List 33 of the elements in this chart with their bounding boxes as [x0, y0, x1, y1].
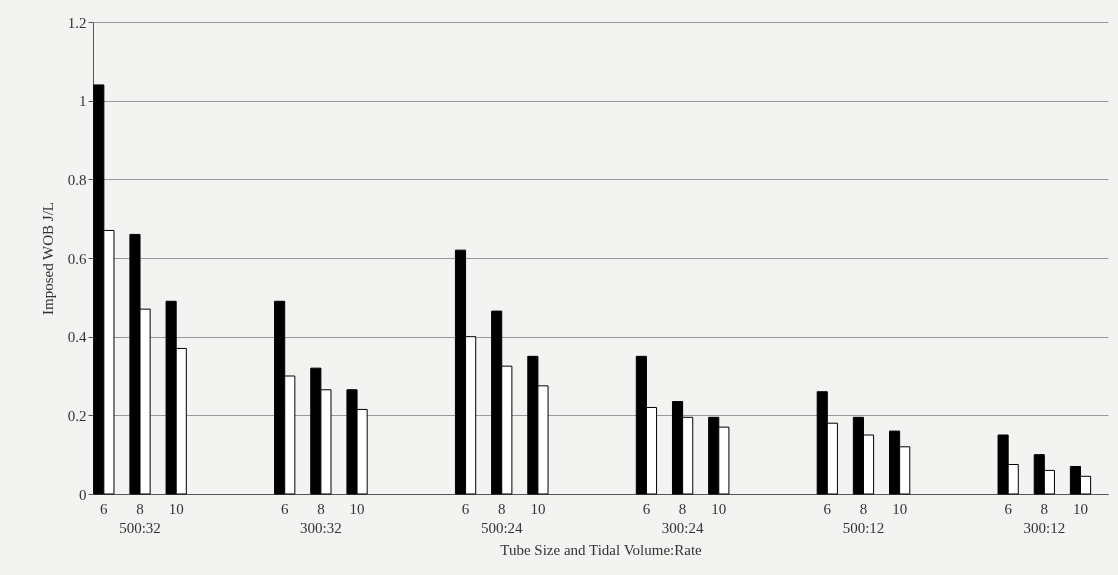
- x-tick-label: 8: [136, 501, 144, 517]
- x-tick-label: 8: [678, 501, 687, 517]
- text: 300:24: [661, 520, 704, 536]
- x-tick-label: 6: [1004, 501, 1013, 517]
- x-tick-label: 10: [530, 501, 546, 517]
- y-tick-label: 0.2: [67, 407, 87, 424]
- text: 300:32: [300, 520, 342, 536]
- y-tick-label: 0.8: [67, 171, 87, 188]
- x-tick-label: 6: [642, 501, 651, 517]
- x-axis-title: Tube Size and Tidal Volume:Rate: [500, 541, 703, 558]
- x-tick-label: 10: [711, 501, 727, 517]
- y-tick-label: 0.6: [67, 250, 87, 267]
- x-tick-label: 10: [349, 501, 365, 517]
- x-tick-label: 8: [859, 501, 868, 517]
- text: 500:24: [480, 520, 524, 536]
- x-tick-label: 10: [1073, 501, 1089, 517]
- x-tick-label: 10: [168, 501, 184, 517]
- y-tick-label: 1: [79, 93, 87, 110]
- x-tick-label: 6: [461, 501, 470, 517]
- text: 500:12: [842, 520, 885, 536]
- x-tick-label: 6: [823, 501, 832, 517]
- x-tick-label: 8: [1040, 501, 1049, 517]
- x-tick-label: 8: [317, 501, 325, 517]
- y-tick-label: 0.4: [67, 329, 87, 346]
- text: 500:32: [119, 520, 161, 536]
- x-tick-label: 8: [498, 501, 506, 517]
- y-tick-label: 0: [79, 486, 87, 503]
- x-tick-label: 6: [280, 501, 289, 517]
- y-axis-title: Imposed WOB J/L: [39, 201, 56, 316]
- x-tick-label: 10: [892, 501, 908, 517]
- y-tick-label: 1.2: [67, 14, 87, 31]
- text: 300:12: [1023, 520, 1066, 536]
- x-tick-label: 6: [100, 501, 109, 517]
